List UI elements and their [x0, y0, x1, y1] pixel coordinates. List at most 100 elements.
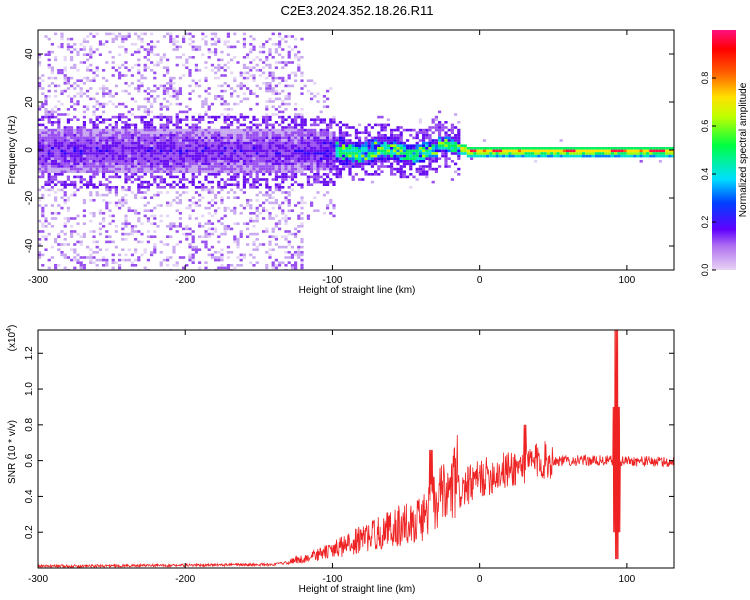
spectrogram-cell [326, 175, 330, 179]
spectrogram-cell [124, 66, 128, 69]
spectrogram-cell [66, 126, 70, 129]
spectrogram-cell [134, 149, 138, 153]
spectrogram-cell [108, 147, 112, 150]
spectrogram-cell [415, 141, 419, 145]
spectrogram-cell [137, 217, 141, 220]
spectrogram-cell [271, 178, 275, 181]
spectrogram-cell [95, 258, 99, 262]
spectrogram-cell [268, 253, 272, 257]
spectrogram-cell [258, 144, 262, 147]
spectrogram-cell [447, 144, 451, 147]
spectrogram-cell [617, 154, 621, 158]
spectrogram-cell [86, 162, 90, 166]
spectrogram-cell [300, 134, 304, 137]
spectrogram-cell [169, 173, 173, 176]
spectrogram-cell [306, 128, 310, 132]
spectrogram-cell [393, 160, 397, 163]
spectrogram-cell [108, 123, 112, 127]
spectrogram-cell [41, 225, 45, 228]
spectrogram-cell [201, 32, 205, 36]
spectrogram-cell [172, 92, 176, 95]
spectrogram-cell [124, 199, 128, 202]
spectrogram-cell [166, 160, 170, 163]
spectrogram-cell [166, 108, 170, 111]
spectrogram-cell [316, 144, 320, 147]
spectrogram-cell [127, 160, 131, 163]
spectrogram-cell [438, 126, 442, 129]
spectrogram-cell [150, 50, 154, 54]
spectrogram-cell [310, 139, 314, 142]
spectrogram-cell [326, 126, 330, 129]
spectrogram-cell [457, 141, 461, 145]
spectrogram-cell [287, 243, 291, 246]
spectrogram-cell [63, 66, 67, 69]
spectrogram-cell [671, 147, 674, 150]
spectrogram-cell [422, 147, 426, 150]
spectrogram-cell [614, 147, 618, 150]
spectrogram-cell [159, 251, 163, 254]
spectrogram-cell [89, 219, 93, 223]
spectrogram-cell [201, 149, 205, 153]
spectrogram-cell [316, 173, 320, 176]
spectrogram-cell [258, 170, 262, 173]
spectrogram-cell [220, 232, 224, 236]
spectrogram-cell [182, 183, 186, 186]
spectrogram-cell [118, 128, 122, 132]
spectrogram-cell [178, 110, 182, 114]
spectrogram-cell [623, 152, 627, 155]
spectrogram-cell [249, 48, 253, 51]
spectrogram-cell [76, 141, 80, 145]
spectrogram-cell [182, 266, 186, 270]
spectrogram-cell [73, 217, 77, 220]
spectrogram-cell [124, 37, 128, 41]
spectrogram-cell [223, 63, 227, 67]
spectrogram-cell [223, 43, 227, 46]
spectrogram-cell [246, 199, 250, 202]
spectrogram-cell [284, 63, 288, 67]
spectrogram-cell [185, 206, 189, 210]
spectrogram-cell [178, 162, 182, 166]
spectrogram-cell [569, 149, 573, 153]
spectrogram-cell [415, 136, 419, 140]
spectrogram-cell [249, 147, 253, 150]
spectrogram-cell [242, 147, 246, 150]
spectrogram-cell [383, 136, 387, 140]
spectrogram-cell [242, 84, 246, 88]
spectrogram-cell [290, 35, 294, 38]
spectrogram-cell [114, 121, 118, 124]
spectrogram-cell [47, 157, 51, 160]
spectrogram-cell [364, 131, 368, 134]
spectrogram-cell [329, 154, 333, 158]
spectrogram-cell [194, 82, 198, 85]
spectrogram-cell [70, 58, 74, 62]
spectrogram-cell [130, 261, 134, 264]
spectrogram-cell [207, 152, 211, 155]
spectrogram-cell [153, 217, 157, 220]
spectrogram-cell [121, 126, 125, 129]
spectrogram-cell [137, 144, 141, 147]
spectrogram-cell [271, 134, 275, 137]
spectrogram-cell [268, 248, 272, 251]
spectrogram-cell [242, 71, 246, 75]
spectrogram-cell [92, 149, 96, 153]
spectrogram-cell [274, 113, 278, 116]
spectrogram-cell [121, 37, 125, 41]
spectrogram-cell [150, 167, 154, 171]
spectrogram-cell [82, 154, 86, 158]
spectrogram-cell [262, 201, 266, 205]
spectrogram-cell [175, 123, 179, 127]
spectrogram-cell [233, 167, 237, 171]
spectrogram-cell [329, 118, 333, 121]
spectrogram-cell [137, 191, 141, 194]
spectrogram-cell [268, 186, 272, 189]
spectrogram-cell [348, 167, 352, 171]
spectrogram-cell [76, 92, 80, 95]
spectrogram-cell [92, 256, 96, 259]
spectrogram-cell [265, 165, 269, 168]
spectrogram-cell [287, 191, 291, 194]
spectrogram-cell [377, 147, 381, 150]
spectrogram-cell [70, 193, 74, 197]
spectrogram-cell [246, 243, 250, 246]
spectrogram-cell [524, 147, 528, 150]
spectrogram-cell [246, 115, 250, 119]
